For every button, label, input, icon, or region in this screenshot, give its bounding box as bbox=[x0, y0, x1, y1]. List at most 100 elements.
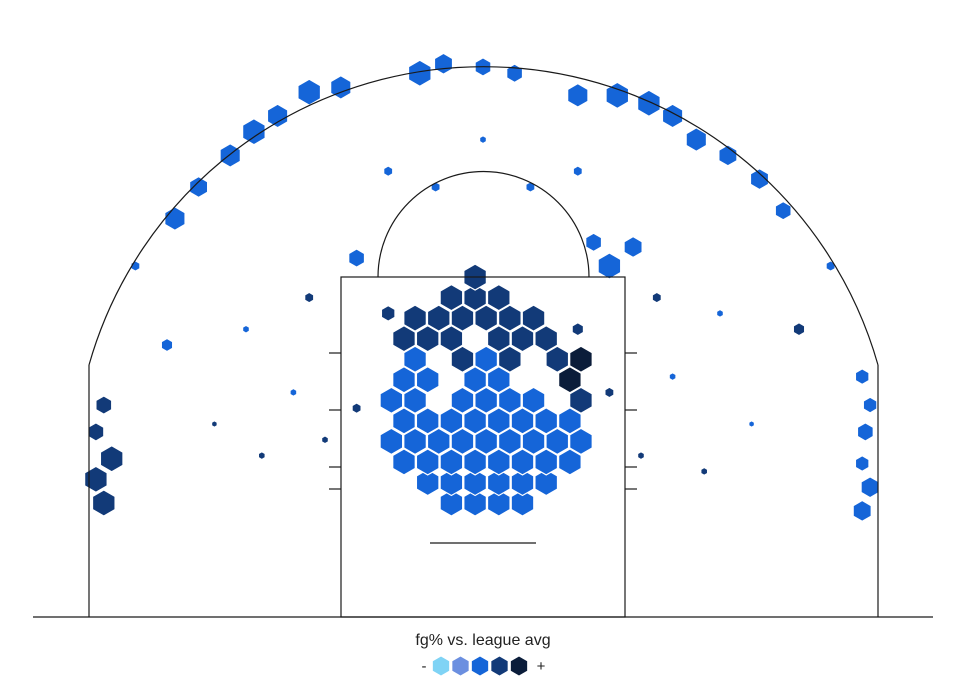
legend-swatch-very-below bbox=[431, 655, 451, 677]
hex-bin bbox=[862, 396, 878, 414]
legend-plus-label: + bbox=[537, 658, 546, 675]
hex-bin bbox=[623, 235, 643, 259]
hex-bin bbox=[450, 345, 475, 373]
hex-bin bbox=[348, 248, 366, 268]
hex-bin bbox=[403, 345, 427, 373]
hex-bin bbox=[433, 52, 454, 75]
paint-lane bbox=[340, 276, 626, 618]
hex-bin bbox=[748, 420, 756, 428]
hex-bin bbox=[321, 435, 329, 445]
hex-bin bbox=[651, 291, 662, 304]
hex-bin bbox=[774, 200, 792, 221]
hex-bin bbox=[856, 422, 874, 442]
hex-bin bbox=[498, 345, 522, 373]
hex-bin bbox=[380, 304, 396, 322]
hex-bin bbox=[486, 366, 511, 394]
hex-bin bbox=[860, 476, 880, 499]
hex-bin bbox=[91, 489, 116, 517]
legend-swatch-very-above bbox=[509, 655, 529, 677]
hex-bin bbox=[379, 427, 404, 456]
hex-bin bbox=[439, 468, 464, 497]
hex-bin bbox=[637, 89, 661, 117]
hex-bin bbox=[415, 448, 440, 476]
hex-bin bbox=[415, 366, 440, 394]
hex-bin bbox=[521, 304, 546, 332]
hex-bin bbox=[242, 118, 266, 146]
hex-bin bbox=[534, 407, 559, 435]
hex-bin bbox=[604, 386, 615, 399]
hex-bin bbox=[486, 324, 511, 353]
legend-swatch-above bbox=[490, 655, 509, 677]
hex-bin bbox=[498, 304, 522, 332]
free-throw-circle bbox=[377, 170, 590, 278]
hex-bin bbox=[585, 232, 603, 253]
hex-bin bbox=[392, 366, 416, 394]
hex-bin bbox=[330, 75, 352, 100]
hex-bin bbox=[383, 165, 394, 178]
hex-bin bbox=[474, 386, 499, 414]
hex-bin bbox=[534, 468, 559, 497]
hex-bin bbox=[379, 386, 404, 414]
hex-bin bbox=[450, 427, 475, 456]
hex-bin bbox=[716, 308, 724, 318]
hex-bin bbox=[439, 407, 464, 435]
hex-bin bbox=[510, 324, 535, 353]
hex-bin bbox=[210, 420, 218, 428]
hex-bin bbox=[439, 448, 464, 476]
three-point-arc bbox=[88, 66, 879, 366]
legend-swatches bbox=[431, 655, 529, 677]
hex-bin bbox=[99, 445, 124, 473]
hex-bin bbox=[463, 468, 487, 497]
hex-bin bbox=[572, 165, 583, 178]
hex-bin bbox=[558, 407, 582, 435]
hex-bin bbox=[545, 427, 570, 456]
hex-bin bbox=[486, 489, 511, 517]
hex-bin bbox=[571, 322, 585, 337]
hex-bin bbox=[569, 386, 593, 414]
hex-bin bbox=[498, 427, 522, 456]
hex-bin bbox=[403, 427, 427, 456]
hex-bin bbox=[700, 466, 709, 476]
hex-bin bbox=[426, 427, 451, 456]
hex-bin bbox=[825, 260, 836, 272]
hex-bin bbox=[188, 175, 209, 199]
hex-bin bbox=[474, 304, 499, 332]
hex-bin bbox=[351, 402, 362, 415]
hex-bin bbox=[242, 324, 250, 334]
hex-bin bbox=[266, 103, 289, 129]
hex-bin bbox=[569, 345, 593, 373]
hex-bin bbox=[498, 386, 522, 414]
hex-bin bbox=[403, 304, 427, 332]
hex-bin bbox=[392, 448, 416, 476]
hex-bin bbox=[534, 448, 559, 476]
hex-bin bbox=[219, 143, 241, 168]
hex-bin bbox=[87, 422, 105, 442]
hex-bin bbox=[486, 407, 511, 435]
legend-minus-label: - bbox=[422, 658, 427, 675]
legend-title: fg% vs. league avg bbox=[415, 632, 550, 649]
hex-bin bbox=[463, 407, 487, 435]
hex-bin bbox=[304, 291, 315, 304]
hex-bin bbox=[486, 283, 511, 312]
hex-bin bbox=[661, 103, 684, 129]
legend: fg% vs. league avg - + bbox=[415, 632, 551, 677]
hex-bin bbox=[439, 324, 464, 353]
hex-bin bbox=[84, 465, 108, 493]
hex-bin bbox=[407, 59, 432, 87]
hex-bin bbox=[415, 468, 440, 497]
hex-bin bbox=[439, 283, 464, 312]
hex-bin bbox=[569, 427, 593, 456]
hex-bin bbox=[392, 324, 416, 353]
hex-bin bbox=[521, 386, 546, 414]
hex-bin bbox=[289, 387, 298, 397]
hex-bin bbox=[685, 127, 708, 152]
hex-bin bbox=[463, 283, 487, 312]
legend-swatch-average bbox=[470, 655, 490, 677]
hex-layer bbox=[84, 52, 880, 522]
hex-bin bbox=[403, 386, 427, 414]
hex-bin bbox=[854, 368, 870, 386]
hex-bin bbox=[474, 427, 499, 456]
hex-bin bbox=[597, 252, 622, 280]
